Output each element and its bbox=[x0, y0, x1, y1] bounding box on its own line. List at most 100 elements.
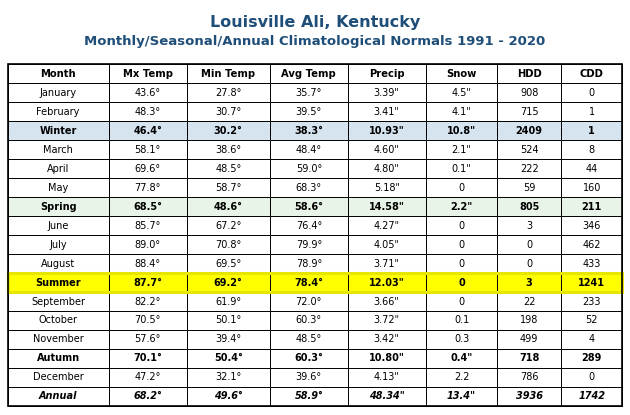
Bar bbox=[348, 235, 426, 254]
Text: 69.5°: 69.5° bbox=[215, 259, 241, 269]
Bar bbox=[498, 368, 561, 387]
Text: 0: 0 bbox=[588, 88, 595, 98]
Text: 76.4°: 76.4° bbox=[295, 221, 322, 231]
Text: 222: 222 bbox=[520, 164, 539, 174]
Bar bbox=[270, 330, 348, 349]
Text: 0: 0 bbox=[459, 296, 464, 307]
Bar bbox=[348, 159, 426, 178]
Text: 805: 805 bbox=[519, 202, 539, 212]
Bar bbox=[561, 254, 622, 273]
Bar bbox=[561, 197, 622, 216]
Bar bbox=[426, 311, 498, 330]
Text: 48.5°: 48.5° bbox=[215, 164, 241, 174]
Bar bbox=[561, 102, 622, 121]
Bar bbox=[426, 330, 498, 349]
Bar bbox=[8, 273, 622, 292]
Bar bbox=[270, 102, 348, 121]
Text: Monthly/Seasonal/Annual Climatological Normals 1991 - 2020: Monthly/Seasonal/Annual Climatological N… bbox=[84, 35, 546, 48]
Text: HDD: HDD bbox=[517, 69, 542, 79]
Text: 0: 0 bbox=[458, 278, 465, 288]
Text: 48.5°: 48.5° bbox=[295, 334, 322, 344]
Text: 786: 786 bbox=[520, 372, 539, 382]
Text: 68.5°: 68.5° bbox=[133, 202, 162, 212]
Text: 38.6°: 38.6° bbox=[215, 145, 241, 155]
Bar bbox=[561, 83, 622, 102]
Bar bbox=[186, 159, 270, 178]
Text: 89.0°: 89.0° bbox=[135, 239, 161, 249]
Bar bbox=[186, 387, 270, 406]
Text: 30.2°: 30.2° bbox=[214, 126, 243, 136]
Bar bbox=[348, 121, 426, 140]
Bar bbox=[108, 64, 186, 83]
Text: Autumn: Autumn bbox=[37, 354, 79, 364]
Text: Avg Temp: Avg Temp bbox=[282, 69, 336, 79]
Bar bbox=[108, 216, 186, 235]
Bar bbox=[270, 368, 348, 387]
Text: 70.8°: 70.8° bbox=[215, 239, 241, 249]
Text: 160: 160 bbox=[583, 183, 601, 193]
Bar bbox=[561, 292, 622, 311]
Text: 4.27": 4.27" bbox=[374, 221, 400, 231]
Text: 1742: 1742 bbox=[578, 391, 605, 401]
Bar bbox=[186, 102, 270, 121]
Text: 58.6°: 58.6° bbox=[294, 202, 323, 212]
Text: July: July bbox=[49, 239, 67, 249]
Bar bbox=[8, 178, 108, 197]
Text: Annual: Annual bbox=[39, 391, 77, 401]
Text: 0: 0 bbox=[526, 239, 532, 249]
Bar bbox=[498, 311, 561, 330]
Text: 0: 0 bbox=[459, 259, 464, 269]
Bar bbox=[498, 387, 561, 406]
Bar bbox=[426, 102, 498, 121]
Bar bbox=[426, 216, 498, 235]
Text: 61.9°: 61.9° bbox=[215, 296, 241, 307]
Bar bbox=[270, 254, 348, 273]
Text: 4.13": 4.13" bbox=[374, 372, 399, 382]
Bar bbox=[498, 83, 561, 102]
Bar bbox=[186, 197, 270, 216]
Bar bbox=[108, 140, 186, 159]
Bar bbox=[270, 197, 348, 216]
Text: 4: 4 bbox=[588, 334, 595, 344]
Bar bbox=[498, 349, 561, 368]
Bar bbox=[186, 292, 270, 311]
Text: 0.4": 0.4" bbox=[450, 354, 472, 364]
Text: 44: 44 bbox=[585, 164, 598, 174]
Text: 0: 0 bbox=[526, 259, 532, 269]
Text: 27.8°: 27.8° bbox=[215, 88, 241, 98]
Bar bbox=[270, 273, 348, 292]
Text: 2.2": 2.2" bbox=[450, 202, 472, 212]
Text: 50.1°: 50.1° bbox=[215, 315, 241, 325]
Bar bbox=[426, 292, 498, 311]
Text: 48.4°: 48.4° bbox=[296, 145, 322, 155]
Bar bbox=[426, 178, 498, 197]
Bar bbox=[561, 121, 622, 140]
Text: 4.80": 4.80" bbox=[374, 164, 399, 174]
Bar bbox=[186, 254, 270, 273]
Text: December: December bbox=[33, 372, 84, 382]
Text: 13.4": 13.4" bbox=[447, 391, 476, 401]
Text: March: March bbox=[43, 145, 73, 155]
Bar bbox=[186, 64, 270, 83]
Text: 50.4°: 50.4° bbox=[214, 354, 243, 364]
Text: May: May bbox=[48, 183, 68, 193]
Bar bbox=[348, 387, 426, 406]
Text: 0: 0 bbox=[459, 183, 464, 193]
Bar bbox=[186, 368, 270, 387]
Text: January: January bbox=[40, 88, 77, 98]
Bar bbox=[348, 216, 426, 235]
Text: 14.58": 14.58" bbox=[369, 202, 404, 212]
Text: 462: 462 bbox=[583, 239, 601, 249]
Bar bbox=[108, 197, 186, 216]
Text: 35.7°: 35.7° bbox=[295, 88, 322, 98]
Bar bbox=[348, 140, 426, 159]
Bar bbox=[8, 121, 108, 140]
Text: 289: 289 bbox=[581, 354, 602, 364]
Bar bbox=[426, 64, 498, 83]
Text: 22: 22 bbox=[523, 296, 536, 307]
Bar bbox=[108, 330, 186, 349]
Bar bbox=[561, 349, 622, 368]
Text: 3.72": 3.72" bbox=[374, 315, 400, 325]
Bar bbox=[8, 311, 108, 330]
Bar bbox=[348, 178, 426, 197]
